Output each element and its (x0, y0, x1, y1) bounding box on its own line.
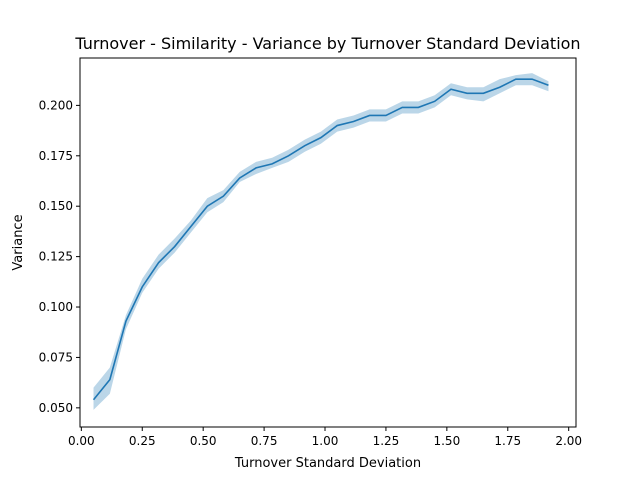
y-tick-label: 0.150 (39, 199, 73, 213)
x-axis-ticks: 0.00 0.25 0.50 0.75 1.00 1.25 1.50 1.75 2.00 (68, 427, 582, 448)
x-tick-label: 0.75 (251, 434, 278, 448)
x-tick-label: 1.75 (494, 434, 521, 448)
x-tick-label: 0.50 (190, 434, 217, 448)
y-tick-label: 0.050 (39, 401, 73, 415)
chart-title: Turnover - Similarity - Variance by Turn… (74, 34, 580, 53)
y-tick-label: 0.100 (39, 300, 73, 314)
series-line (92, 78, 549, 401)
x-tick-label: 1.00 (312, 434, 339, 448)
y-tick-label: 0.200 (39, 98, 73, 112)
x-tick-label: 0.00 (68, 434, 95, 448)
plot-area (92, 73, 549, 410)
y-axis-label: Variance (11, 214, 26, 270)
x-axis-label: Turnover Standard Deviation (234, 456, 421, 471)
x-tick-label: 2.00 (555, 434, 582, 448)
y-tick-label: 0.125 (39, 250, 73, 264)
axes-frame (79, 57, 577, 428)
x-tick-label: 1.25 (373, 434, 400, 448)
x-tick-label: 0.25 (129, 434, 156, 448)
y-tick-label: 0.075 (39, 350, 73, 364)
y-tick-label: 0.175 (39, 149, 73, 163)
x-tick-label: 1.50 (433, 434, 460, 448)
confidence-band (93, 73, 549, 410)
y-axis-ticks: 0.050 0.075 0.100 0.125 0.150 0.175 0.200 (39, 98, 80, 415)
